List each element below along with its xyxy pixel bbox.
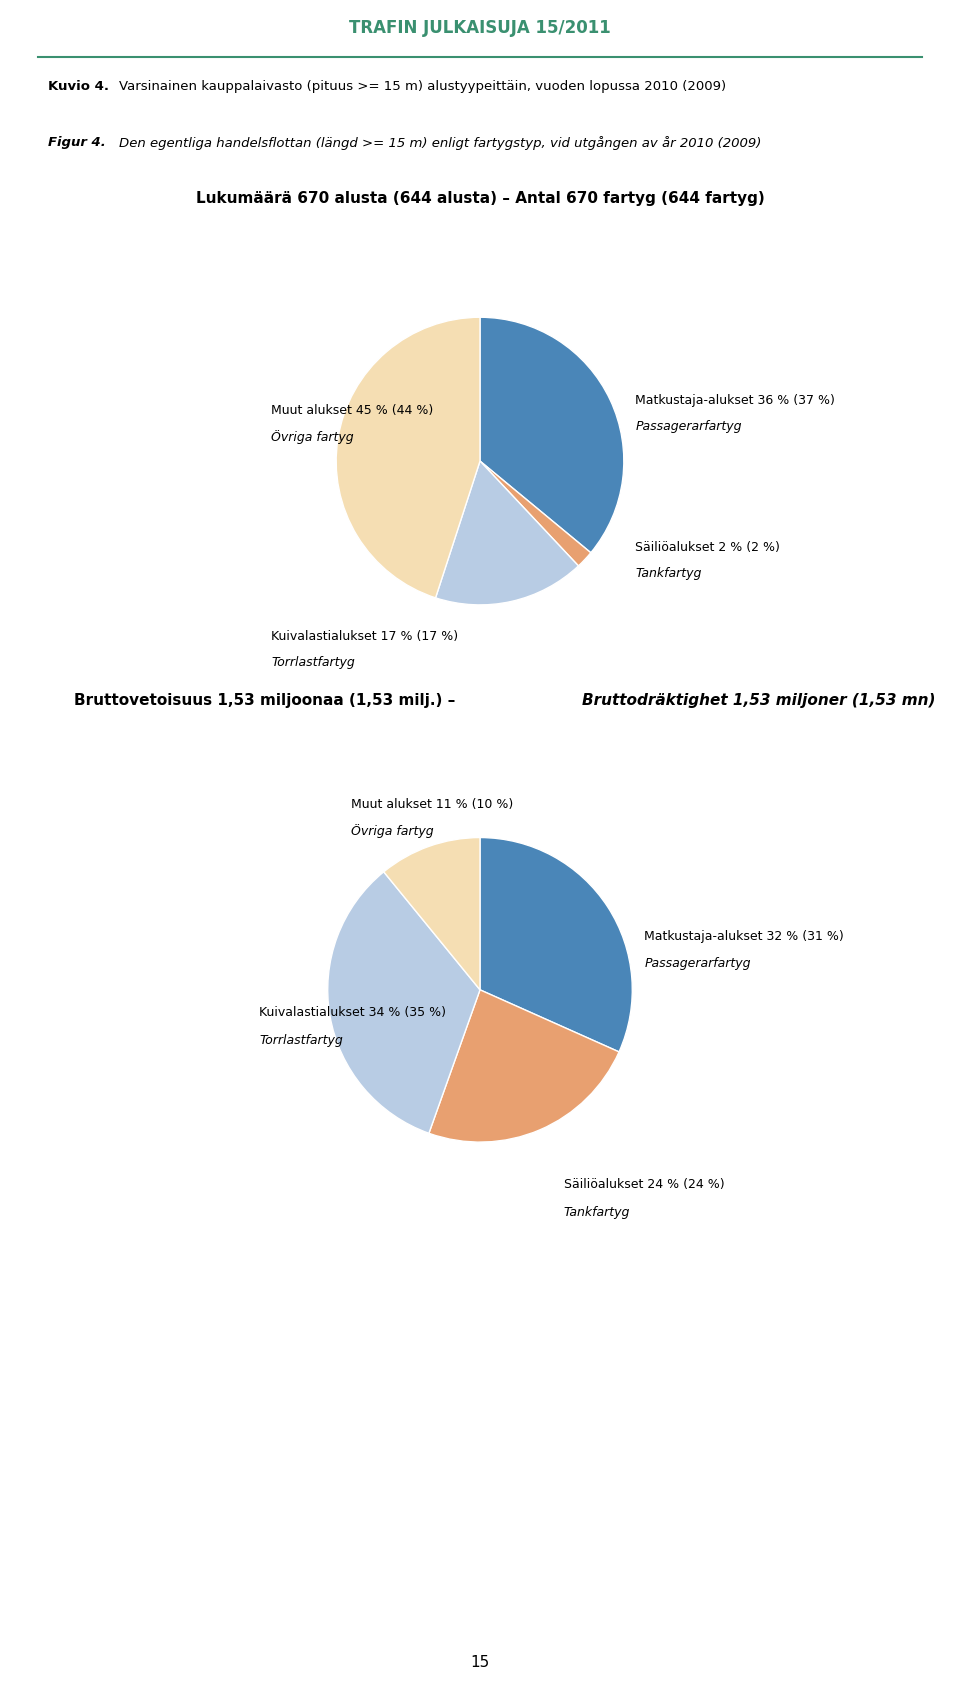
Text: Bruttodräktighet 1,53 miljoner (1,53 mn): Bruttodräktighet 1,53 miljoner (1,53 mn) xyxy=(582,692,935,707)
Text: Matkustaja-alukset 36 % (37 %): Matkustaja-alukset 36 % (37 %) xyxy=(636,394,835,408)
Text: Säiliöalukset 24 % (24 %): Säiliöalukset 24 % (24 %) xyxy=(564,1178,725,1191)
Text: Torrlastfartyg: Torrlastfartyg xyxy=(259,1034,343,1047)
Text: Matkustaja-alukset 32 % (31 %): Matkustaja-alukset 32 % (31 %) xyxy=(644,931,844,942)
Wedge shape xyxy=(480,838,633,1052)
Text: Kuivalastialukset 17 % (17 %): Kuivalastialukset 17 % (17 %) xyxy=(272,629,459,643)
Text: Bruttovetoisuus 1,53 miljoonaa (1,53 milj.) –: Bruttovetoisuus 1,53 miljoonaa (1,53 mil… xyxy=(74,692,461,707)
Text: Kuvio 4.: Kuvio 4. xyxy=(48,80,109,93)
Text: Muut alukset 11 % (10 %): Muut alukset 11 % (10 %) xyxy=(350,797,513,810)
Text: Den egentliga handelsflottan (längd >= 15 m) enligt fartygstyp, vid utgången av : Den egentliga handelsflottan (längd >= 1… xyxy=(119,137,761,151)
Text: Lukumäärä 670 alusta (644 alusta) – Antal 670 fartyg (644 fartyg): Lukumäärä 670 alusta (644 alusta) – Anta… xyxy=(196,191,764,206)
Wedge shape xyxy=(384,838,480,990)
Text: Säiliöalukset 2 % (2 %): Säiliöalukset 2 % (2 %) xyxy=(636,541,780,553)
Text: TRAFIN JULKAISUJA 15/2011: TRAFIN JULKAISUJA 15/2011 xyxy=(349,19,611,37)
Wedge shape xyxy=(336,318,480,597)
Wedge shape xyxy=(327,871,480,1134)
Wedge shape xyxy=(480,462,590,565)
Wedge shape xyxy=(436,462,579,604)
Text: Figur 4.: Figur 4. xyxy=(48,137,106,149)
Text: 15: 15 xyxy=(470,1655,490,1670)
Text: Övriga fartyg: Övriga fartyg xyxy=(272,430,354,443)
Wedge shape xyxy=(480,318,624,553)
Text: Tankfartyg: Tankfartyg xyxy=(564,1206,630,1218)
Wedge shape xyxy=(429,990,619,1142)
Text: Tankfartyg: Tankfartyg xyxy=(636,567,702,580)
Text: Muut alukset 45 % (44 %): Muut alukset 45 % (44 %) xyxy=(272,404,434,418)
Text: Övriga fartyg: Övriga fartyg xyxy=(350,824,433,839)
Text: Kuivalastialukset 34 % (35 %): Kuivalastialukset 34 % (35 %) xyxy=(259,1007,446,1019)
Text: Torrlastfartyg: Torrlastfartyg xyxy=(272,656,355,668)
Text: Passagerarfartyg: Passagerarfartyg xyxy=(636,420,742,433)
Text: Passagerarfartyg: Passagerarfartyg xyxy=(644,958,751,971)
Text: Varsinainen kauppalaivasto (pituus >= 15 m) alustyypeittäin, vuoden lopussa 2010: Varsinainen kauppalaivasto (pituus >= 15… xyxy=(119,80,726,93)
